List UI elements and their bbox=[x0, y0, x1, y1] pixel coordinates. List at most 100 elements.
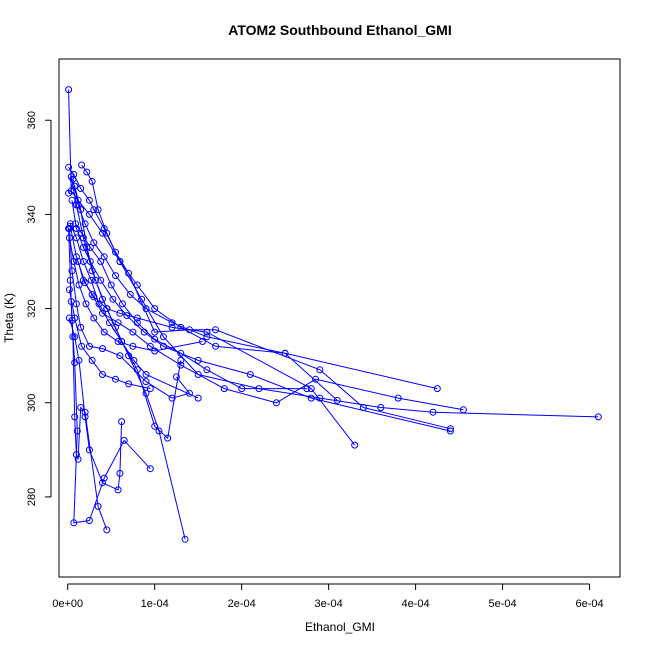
data-point bbox=[116, 309, 124, 317]
series-line bbox=[69, 280, 151, 524]
data-point bbox=[85, 196, 93, 204]
data-point bbox=[90, 314, 98, 322]
data-point bbox=[164, 434, 172, 442]
data-point bbox=[203, 333, 211, 341]
data-point bbox=[66, 276, 74, 284]
x-tick-label: 2e-04 bbox=[228, 598, 256, 610]
data-point bbox=[238, 385, 246, 393]
data-point bbox=[114, 486, 122, 494]
data-point bbox=[94, 502, 102, 510]
data-point bbox=[65, 189, 73, 197]
data-point bbox=[65, 163, 73, 171]
data-point bbox=[78, 161, 86, 169]
data-point bbox=[272, 399, 280, 407]
data-point bbox=[377, 404, 385, 411]
data-point bbox=[83, 168, 91, 176]
data-point bbox=[100, 253, 108, 261]
series-layer bbox=[65, 86, 602, 543]
data-point bbox=[77, 404, 85, 411]
data-point bbox=[203, 366, 211, 374]
data-point bbox=[69, 175, 77, 183]
data-point bbox=[86, 258, 94, 265]
data-point bbox=[82, 300, 90, 308]
data-point bbox=[186, 326, 193, 334]
data-point bbox=[100, 474, 108, 482]
data-point bbox=[168, 319, 176, 327]
data-point bbox=[71, 413, 79, 421]
data-point bbox=[146, 385, 154, 393]
data-point bbox=[194, 394, 202, 402]
data-point bbox=[199, 338, 206, 345]
data-point bbox=[129, 342, 137, 350]
data-point bbox=[181, 535, 189, 543]
data-point bbox=[99, 345, 106, 353]
data-point bbox=[97, 276, 105, 284]
data-point bbox=[107, 281, 115, 289]
data-point bbox=[307, 385, 315, 393]
x-axis: 0e+00 1e-04 2e-04 3e-04 4e-04 5e-04 6e-04 bbox=[52, 583, 604, 610]
data-point bbox=[146, 342, 154, 350]
data-point bbox=[74, 258, 82, 265]
data-point bbox=[126, 291, 134, 298]
data-point bbox=[99, 295, 106, 303]
data-point bbox=[129, 328, 137, 336]
data-point bbox=[65, 234, 73, 242]
series-line bbox=[68, 289, 151, 390]
data-point bbox=[125, 269, 133, 277]
y-tick-label: 300 bbox=[26, 394, 38, 412]
data-point bbox=[95, 300, 103, 308]
data-point bbox=[114, 319, 122, 327]
series-group bbox=[69, 175, 441, 393]
data-point bbox=[92, 276, 99, 284]
x-tick-label: 5e-04 bbox=[489, 598, 517, 610]
series-line bbox=[68, 317, 123, 491]
data-point bbox=[97, 258, 105, 265]
data-point bbox=[68, 196, 76, 204]
data-point bbox=[168, 323, 176, 331]
data-point bbox=[177, 349, 185, 357]
x-tick-label: 4e-04 bbox=[402, 598, 430, 610]
data-point bbox=[81, 408, 89, 416]
data-point bbox=[105, 319, 113, 327]
data-point bbox=[155, 427, 163, 435]
data-point bbox=[79, 258, 87, 265]
data-point bbox=[116, 469, 124, 477]
data-point bbox=[351, 441, 359, 449]
series-line bbox=[68, 167, 338, 401]
series-group bbox=[65, 225, 193, 402]
data-point bbox=[151, 347, 159, 355]
data-point bbox=[87, 276, 95, 284]
data-point bbox=[446, 427, 454, 435]
data-point bbox=[65, 286, 73, 294]
data-point bbox=[72, 220, 79, 228]
series-line bbox=[70, 176, 186, 540]
data-point bbox=[146, 465, 154, 473]
data-point bbox=[212, 326, 220, 334]
data-point bbox=[90, 206, 98, 214]
data-point bbox=[85, 517, 93, 524]
data-point bbox=[316, 366, 324, 374]
data-point bbox=[74, 455, 82, 463]
data-point bbox=[68, 267, 76, 275]
y-axis-label: Theta (K) bbox=[2, 293, 16, 343]
data-point bbox=[116, 352, 124, 360]
data-point bbox=[85, 210, 93, 218]
series-group bbox=[72, 220, 311, 393]
data-point bbox=[177, 361, 185, 369]
data-point bbox=[281, 349, 289, 357]
data-point bbox=[212, 342, 220, 350]
data-point bbox=[142, 389, 150, 397]
data-point bbox=[78, 229, 86, 237]
data-point bbox=[429, 408, 437, 416]
data-point bbox=[203, 328, 211, 336]
data-point bbox=[307, 394, 315, 402]
data-point bbox=[85, 342, 93, 350]
data-point bbox=[68, 316, 76, 324]
data-point bbox=[71, 359, 79, 367]
data-point bbox=[77, 185, 85, 192]
data-point bbox=[118, 418, 126, 426]
data-point bbox=[109, 295, 117, 303]
data-point bbox=[70, 258, 78, 265]
series-line bbox=[71, 200, 451, 432]
